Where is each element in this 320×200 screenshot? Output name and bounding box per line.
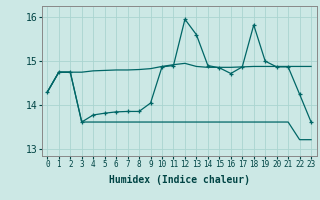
X-axis label: Humidex (Indice chaleur): Humidex (Indice chaleur) [109, 175, 250, 185]
